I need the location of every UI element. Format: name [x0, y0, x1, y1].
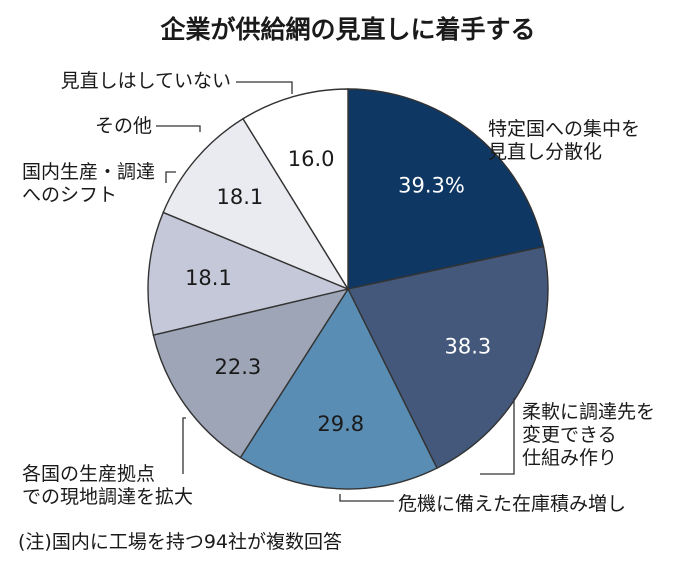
- pie-slice: [346, 245, 549, 470]
- value-labels: 39.3% 38.3 29.8 22.3 18.1 18.1 16.0: [185, 147, 491, 436]
- leader-line: [339, 494, 394, 502]
- slice-category-label: 国内生産・調達へのシフト: [22, 161, 155, 206]
- leader-lines: [156, 81, 515, 502]
- pie-slice: [347, 88, 545, 290]
- category-labels: 特定国への集中を見直し分散化柔軟に調達先を変更できる仕組み作り危機に備えた在庫積…: [22, 70, 655, 515]
- slice-category-label: 見直しはしていない: [61, 70, 231, 92]
- slice-value-label: 22.3: [215, 355, 262, 379]
- pie-slice: [147, 211, 351, 336]
- slice-value-label: 18.1: [185, 266, 232, 290]
- pie-slice: [242, 88, 349, 292]
- pie-slice: [152, 287, 350, 459]
- slice-value-label: 39.3%: [398, 173, 465, 197]
- pie-slice: [239, 287, 438, 490]
- slice-category-label: 柔軟に調達先を変更できる仕組み作り: [522, 401, 655, 469]
- leader-line: [480, 398, 515, 475]
- slice-category-label: 危機に備えた在庫積み増し: [398, 493, 626, 515]
- pie-slices: [147, 88, 549, 490]
- slice-category-label: 特定国への集中を見直し分散化: [488, 118, 640, 163]
- slice-category-label: 各国の生産拠点での現地調達を拡大: [22, 463, 193, 508]
- slice-value-label: 16.0: [288, 147, 335, 171]
- leader-line: [182, 417, 186, 474]
- pie-slice: [162, 117, 350, 291]
- footnote: (注)国内に工場を持つ94社が複数回答: [18, 531, 342, 553]
- chart-title: 企業が供給網の見直しに着手する: [160, 15, 535, 44]
- slice-category-label: その他: [95, 115, 152, 137]
- slice-value-label: 38.3: [444, 335, 491, 359]
- slice-value-label: 29.8: [317, 412, 364, 436]
- leader-line: [236, 81, 293, 94]
- slice-value-label: 18.1: [217, 185, 264, 209]
- leader-line: [156, 125, 201, 132]
- leader-line: [165, 171, 176, 183]
